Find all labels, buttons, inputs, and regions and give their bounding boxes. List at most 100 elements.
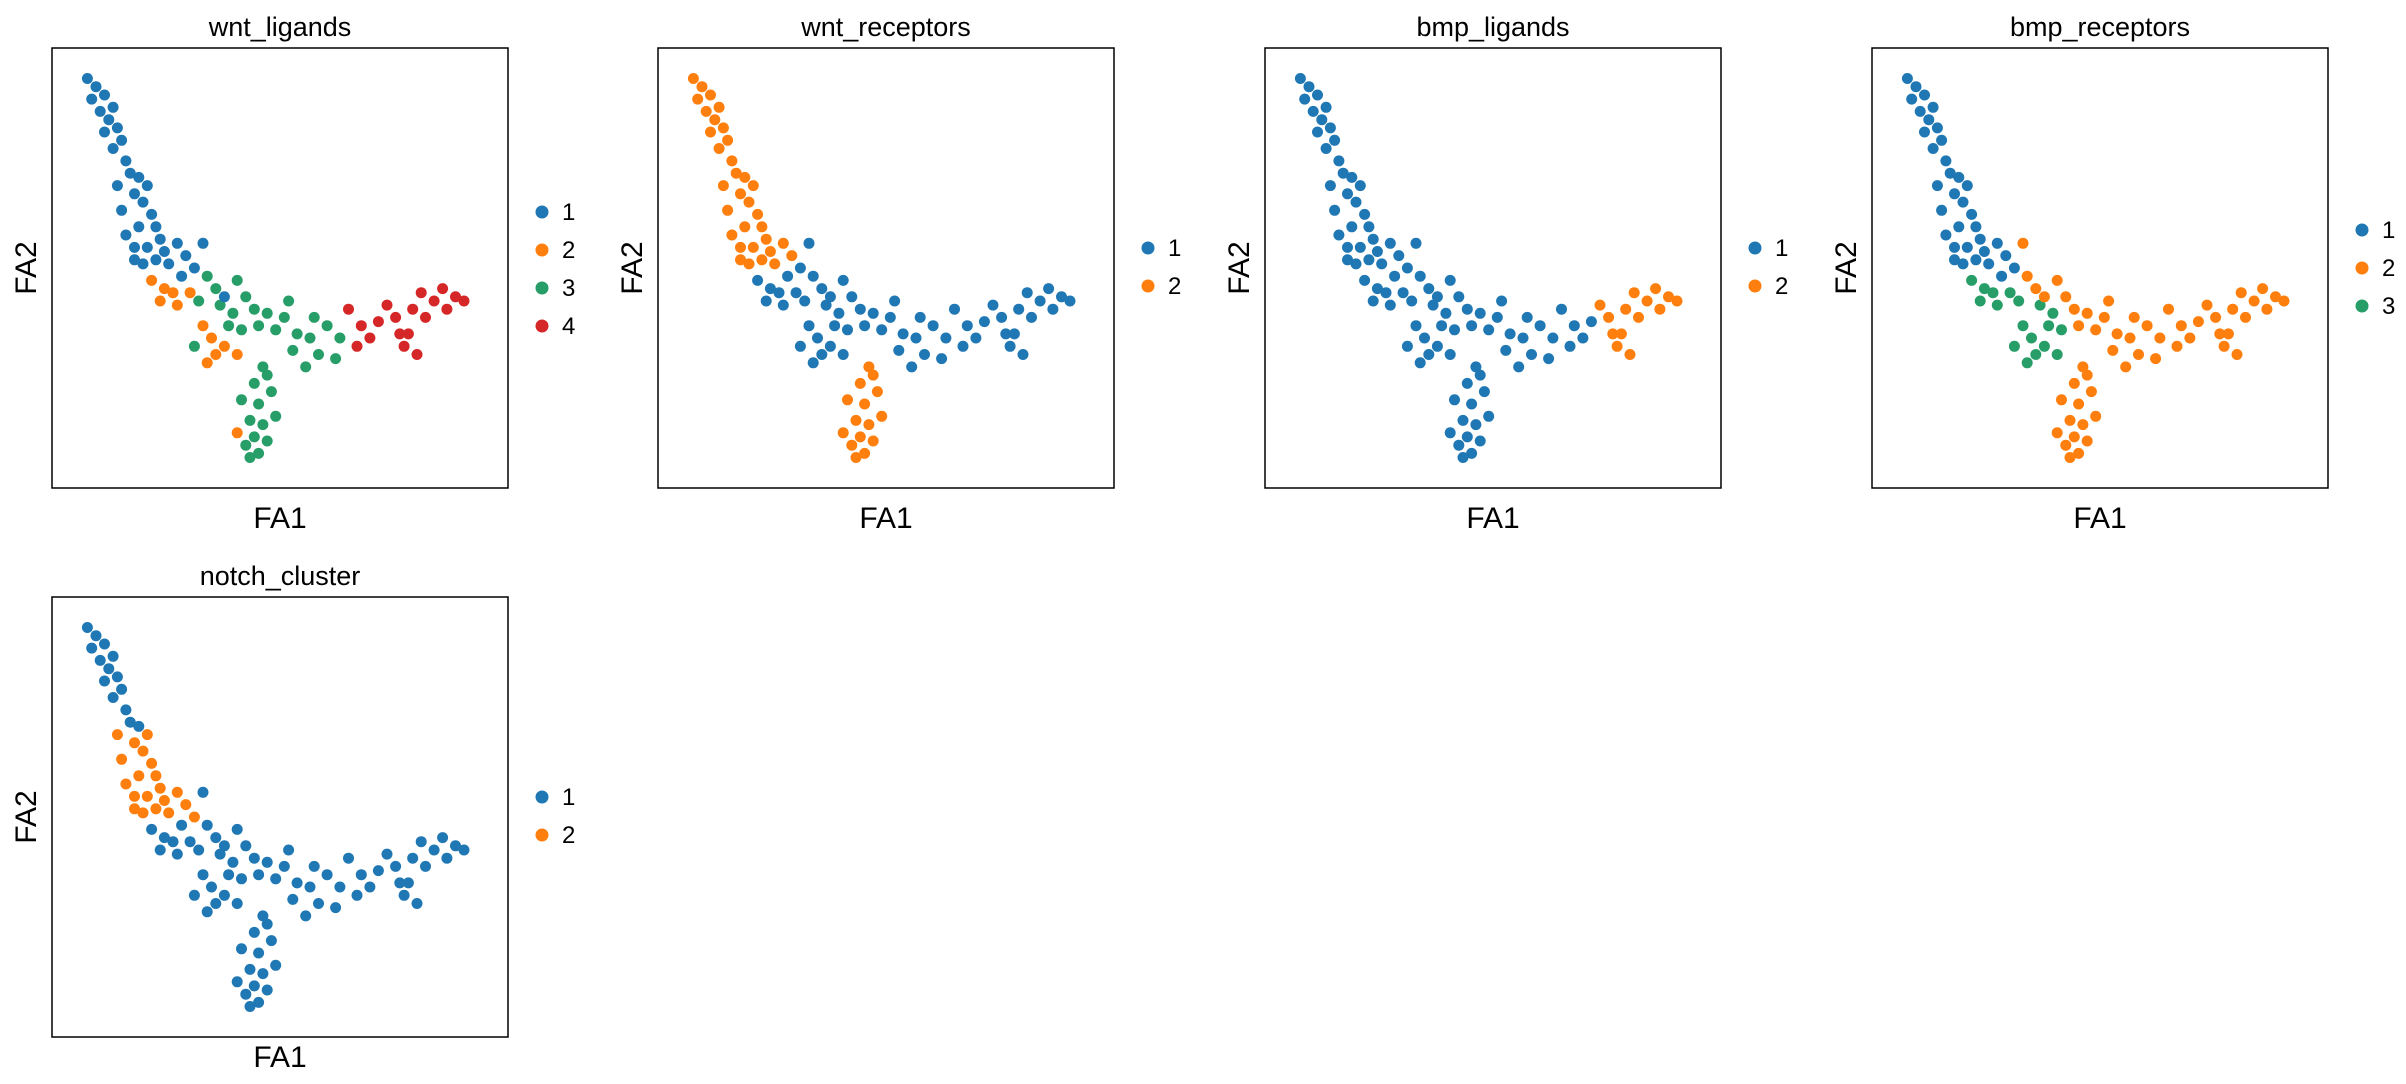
- scatter-point: [794, 262, 806, 274]
- scatter-point: [133, 171, 145, 183]
- scatter-point: [321, 869, 333, 881]
- scatter-point: [394, 328, 406, 340]
- scatter-point: [1324, 122, 1336, 134]
- scatter-point: [884, 311, 896, 323]
- scatter-point: [415, 836, 427, 848]
- scatter-point: [1496, 295, 1508, 307]
- scatter-point: [2133, 349, 2144, 360]
- scatter-point: [441, 852, 453, 864]
- scatter-point: [1431, 291, 1443, 303]
- scatter-point: [99, 638, 110, 650]
- scatter-point: [1371, 283, 1383, 295]
- scatter-point: [1970, 221, 1982, 233]
- scatter-point: [86, 93, 98, 105]
- scatter-point: [184, 287, 196, 299]
- scatter-point: [1294, 73, 1306, 84]
- legend-label: 2: [1168, 273, 1181, 300]
- legend-item: 2: [2355, 255, 2395, 282]
- scatter-point: [2261, 303, 2273, 315]
- scatter-point: [158, 795, 170, 806]
- scatter-point: [867, 307, 879, 319]
- scatter-point: [163, 258, 175, 270]
- scatter-point: [2085, 386, 2097, 398]
- scatter-point: [1620, 303, 1632, 315]
- legend-item: 1: [535, 784, 575, 811]
- scatter-point: [120, 229, 132, 241]
- x-axis-label: FA1: [253, 502, 306, 535]
- y-axis-label: FA2: [1830, 241, 1863, 294]
- panel-wnt-ligands: wnt_ligands FA1 FA2 1 2 3 4: [10, 12, 575, 535]
- scatter-point: [739, 221, 751, 233]
- scatter-point: [253, 447, 265, 459]
- scatter-point: [154, 844, 166, 856]
- scatter-point: [713, 101, 725, 113]
- x-axis-label: FA1: [253, 1041, 306, 1074]
- scatter-point: [188, 340, 200, 352]
- scatter-point: [1547, 332, 1559, 344]
- scatter-point: [1436, 320, 1448, 332]
- scatter-point: [777, 237, 789, 249]
- scatter-point: [1470, 361, 1482, 373]
- scatter-point: [120, 155, 132, 167]
- scatter-point: [1949, 241, 1960, 253]
- scatter-point: [2021, 270, 2033, 282]
- scatter-point: [764, 246, 776, 257]
- scatter-point: [372, 865, 384, 877]
- scatter-point: [1991, 237, 2003, 249]
- scatter-point: [201, 906, 213, 918]
- scatter-point: [1483, 410, 1495, 422]
- scatter-point: [1380, 287, 1392, 299]
- scatter-point: [1949, 188, 1960, 200]
- scatter-point: [116, 134, 128, 146]
- legend: 1 2 3 4: [535, 199, 575, 340]
- scatter-point: [150, 254, 162, 266]
- scatter-point: [2060, 291, 2072, 303]
- scatter-point: [1957, 196, 1969, 208]
- scatter-point: [854, 303, 866, 315]
- scatter-point: [1414, 357, 1426, 369]
- scatter-point: [735, 254, 746, 266]
- scatter-point: [129, 241, 140, 253]
- scatter-point: [1961, 180, 1973, 192]
- legend-marker: [1141, 279, 1155, 293]
- scatter-point: [1064, 295, 1076, 307]
- scatter-point: [1376, 258, 1388, 270]
- scatter-point: [129, 790, 140, 802]
- scatter-point: [133, 720, 145, 732]
- scatter-point: [1043, 283, 1055, 295]
- scatter-point: [197, 869, 209, 881]
- scatter-point: [1047, 303, 1059, 315]
- scatter-point: [1474, 369, 1486, 381]
- scatter-point: [2150, 353, 2162, 365]
- scatter-point: [799, 295, 811, 307]
- scatter-point: [850, 414, 862, 426]
- scatter-point: [188, 262, 200, 274]
- scatter-point: [2154, 332, 2166, 344]
- scatter-point: [193, 844, 205, 856]
- scatter-point: [248, 980, 260, 992]
- scatter-point: [146, 208, 158, 220]
- scatter-point: [1312, 126, 1323, 138]
- scatter-point: [206, 881, 217, 893]
- scatter-point: [2240, 311, 2251, 323]
- scatter-point: [415, 287, 427, 299]
- scatter-point: [154, 295, 166, 307]
- scatter-point: [790, 287, 802, 299]
- scatter-point: [687, 73, 699, 84]
- scatter-point: [411, 898, 423, 909]
- scatter-point: [1320, 143, 1332, 154]
- scatter-point: [752, 208, 764, 220]
- scatter-point: [812, 332, 823, 344]
- scatter-point: [2030, 283, 2042, 295]
- scatter-point: [1431, 340, 1443, 352]
- scatter-point: [218, 340, 230, 352]
- scatter-point: [278, 860, 290, 872]
- scatter-point: [428, 844, 440, 856]
- legend-item: 1: [2355, 217, 2395, 244]
- scatter-point: [223, 320, 235, 332]
- scatter-point: [90, 630, 102, 642]
- y-axis-label: FA2: [616, 241, 649, 294]
- scatter-point: [1312, 89, 1323, 101]
- scatter-point: [2184, 332, 2196, 344]
